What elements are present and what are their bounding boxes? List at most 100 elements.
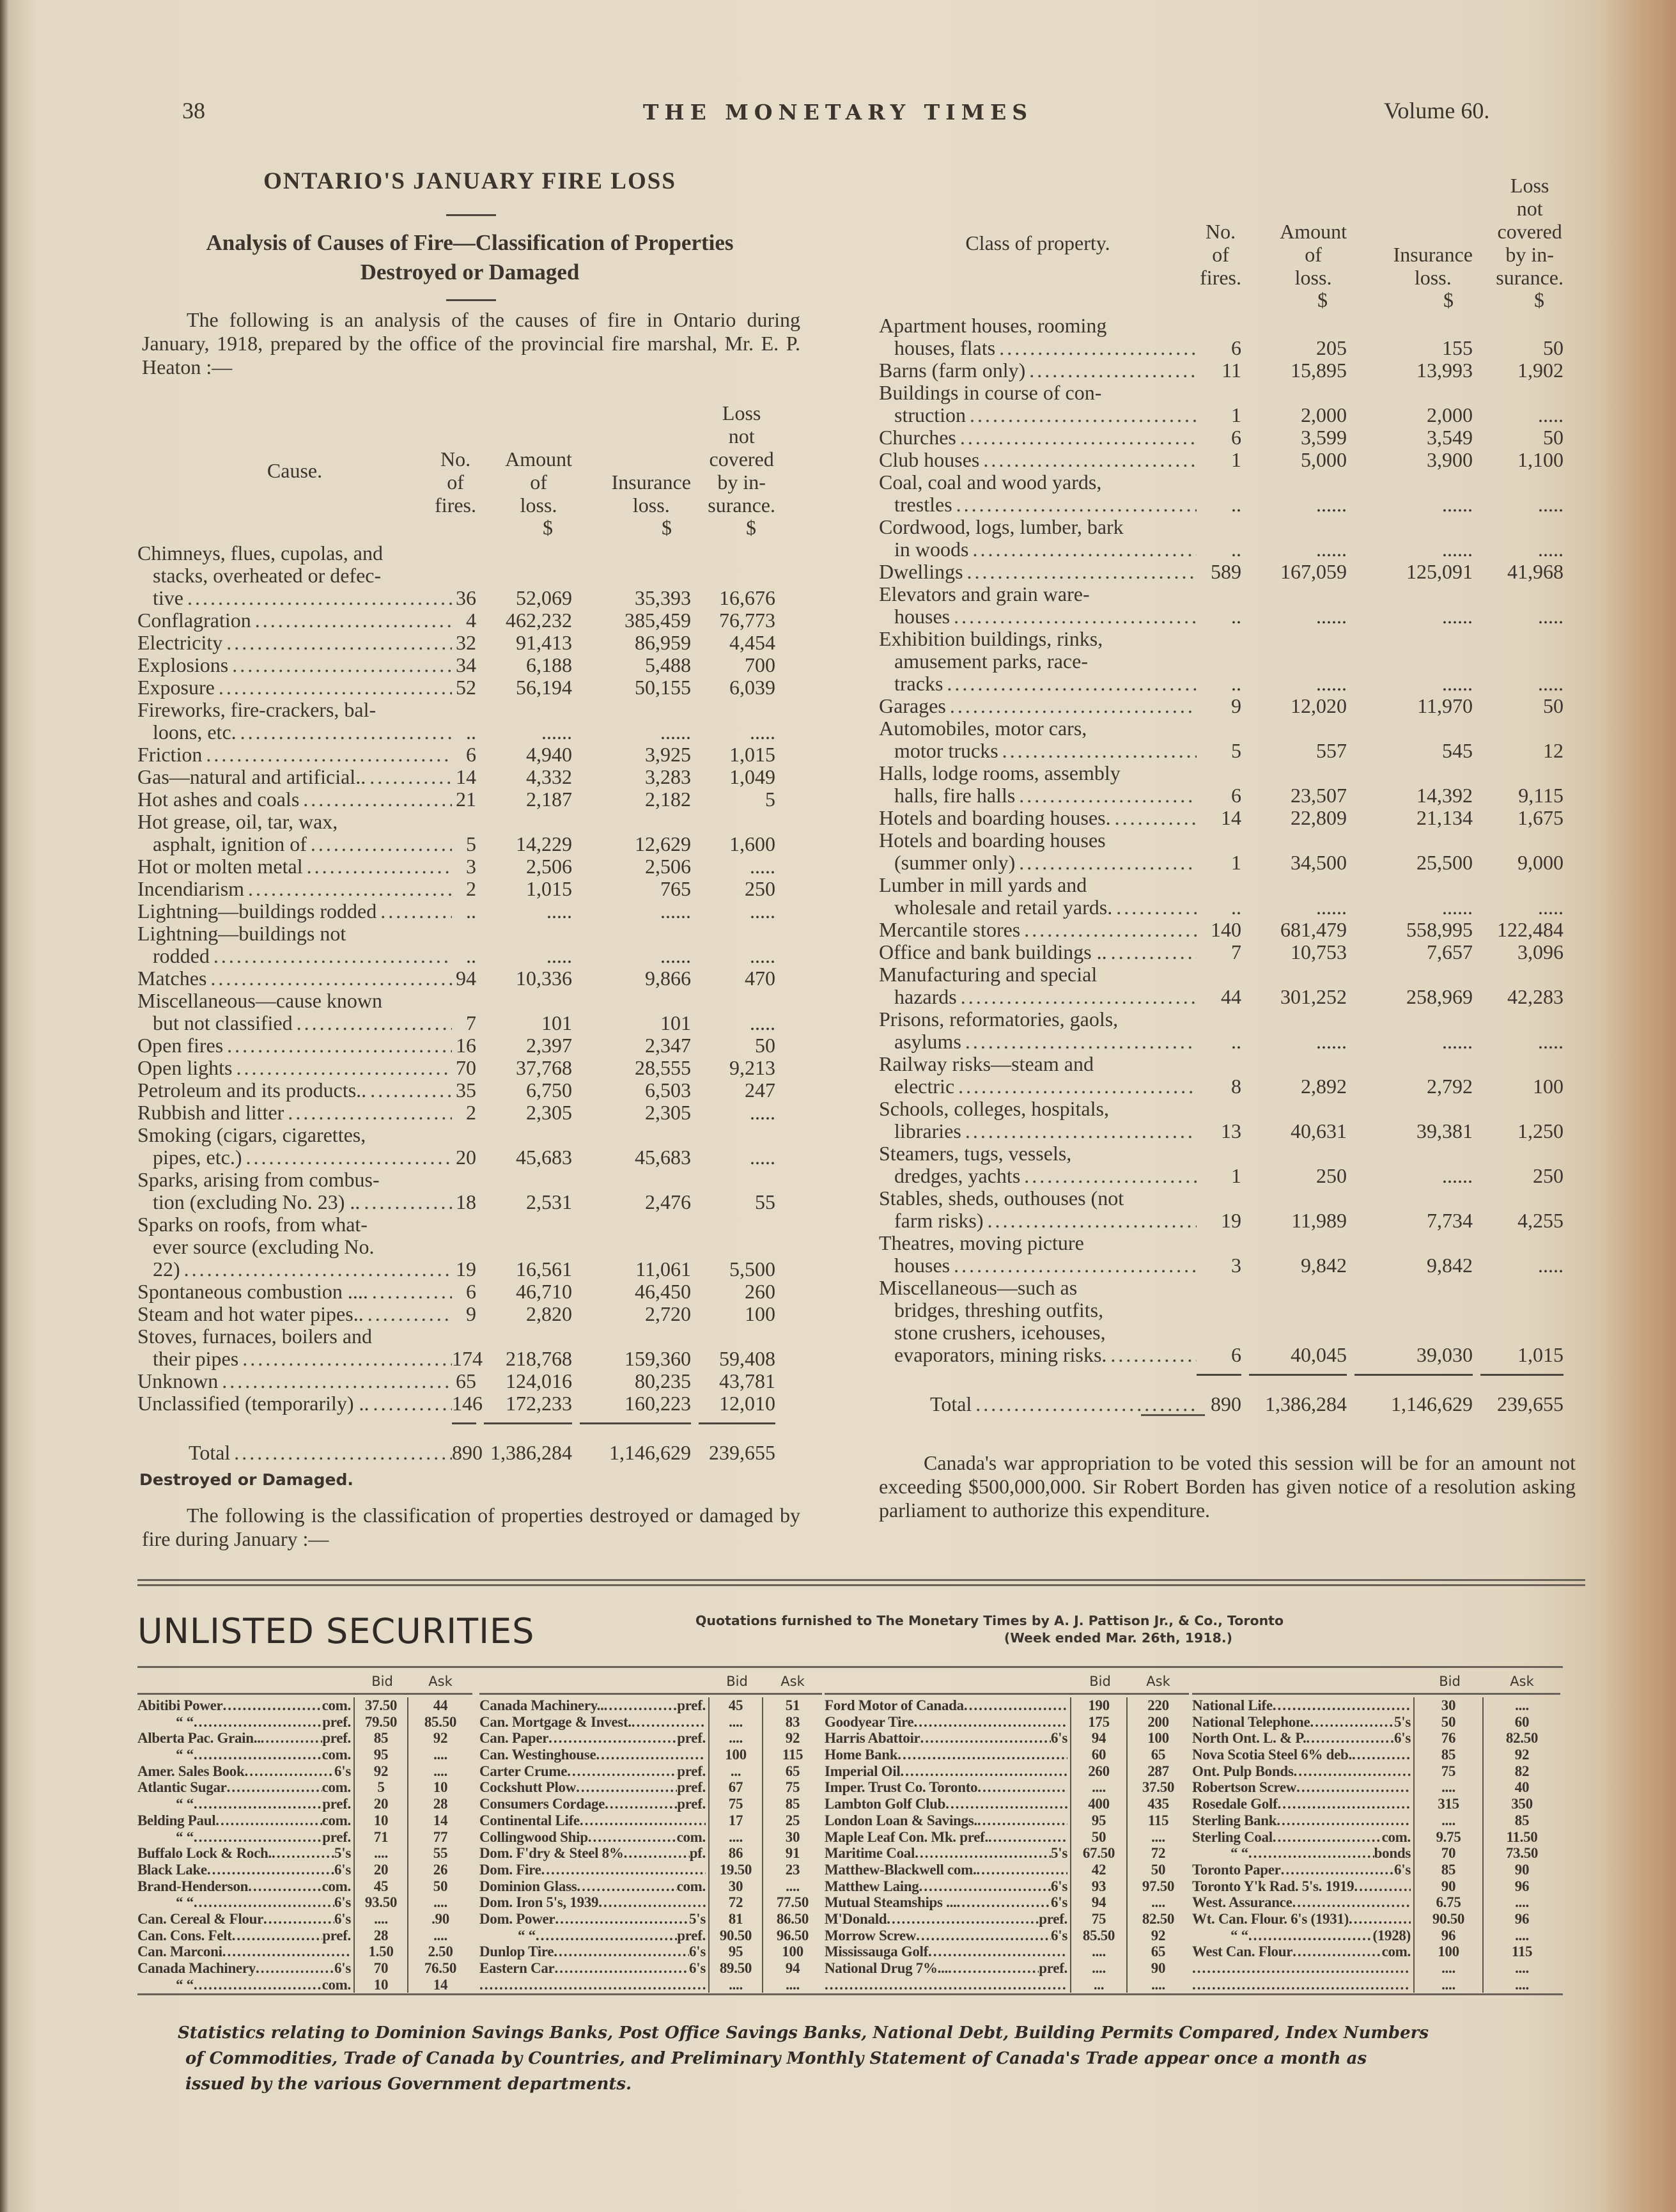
security-name: Can. Paper pref. [479,1730,708,1747]
dot-leader [598,1894,706,1911]
security-name-text: Dom. Power [479,1910,555,1927]
table-row: Lightning—buildings not rodded...........… [137,923,775,967]
security-name-text: Wt. Can. Flour. 6's (1931) [1192,1910,1349,1927]
total-fires: 890 [452,1441,483,1464]
row-line: Rubbish and litter 2 2,305 2,305..... [137,1102,775,1124]
security-ask: 200 [1126,1713,1189,1731]
security-name: “ “ pref. [137,1829,353,1846]
header-line: of [1305,243,1322,266]
table-header: Class of property. No. of fires. Amount of los… [879,174,1563,289]
row-line: Sparks, arising from combus- [137,1169,775,1191]
cell-amount: 45,683 [516,1146,572,1169]
spacer [879,289,1241,315]
security-bid: 17 [708,1812,762,1829]
dot-leader [227,1779,322,1796]
row-label-text: Conflagration [137,609,251,632]
security-type: pref. [1039,1960,1067,1976]
security-type: pref. [322,1713,351,1730]
row-label: Lightning—buildings rodded [137,900,452,923]
security-name-text: “ “ [176,1976,194,1993]
security-type: com. [1381,1943,1411,1960]
cell-fires: .. [1231,605,1241,628]
dot-leader [632,1714,706,1731]
security-ask: 75 [762,1779,822,1796]
security-name-text: Ont. Pulp Bonds [1192,1763,1294,1779]
security-name [1192,1960,1413,1977]
security-name-text: Can. Cereal & Flour [137,1910,264,1927]
security-bid: 28 [353,1927,407,1944]
cell-fires: 5 [1231,739,1241,762]
footer-line: of Commodities, Trade of Canada by Count… [185,2049,1367,2068]
security-bid: 76 [1413,1730,1482,1747]
bid-header: Bid [1089,1674,1111,1689]
security-ask: .... [407,1763,472,1780]
ask-header: Ask [780,1674,805,1689]
row-line: Sparks on roofs, from what- [137,1213,775,1236]
cell-not-covered: 50 [755,1034,775,1057]
cell-insurance: 2,000 [1427,403,1473,426]
security-name-text: Nova Scotia Steel 6% deb. [1192,1747,1352,1763]
security-type: 6's [1051,1927,1067,1943]
total-label: Total [137,1442,452,1464]
row-line: Open fires 16 2,397 2,347 50 [137,1034,775,1057]
security-bid: 95 [353,1747,407,1763]
table-row: Chimneys, flues, cupolas, and stacks, ove… [137,542,775,609]
row-label-text: struction [894,404,966,426]
dot-leader [366,1079,452,1102]
row-label: Hot grease, oil, tar, wax, [137,811,452,833]
header-line: by in- [717,471,766,494]
dot-leader [961,1031,1197,1053]
row-line: farm risks) 19 11,989 7,734 4,255 [879,1210,1563,1232]
security-bid: .... [1070,1960,1126,1977]
row-line: Elevators and grain ware- [879,583,1563,605]
row-label: Unknown [137,1370,452,1392]
cell-fires: 4 [466,609,476,632]
dot-leader [945,1796,1067,1812]
security-ask: 65 [762,1763,822,1780]
security-name-text: Dom. Fire [479,1861,541,1878]
security-bid: 400 [1070,1796,1126,1812]
sum-rule [699,1422,775,1424]
rule-cell [572,1415,691,1434]
table-row: Stables, sheds, outhouses (not farm risks… [879,1187,1563,1232]
row-label-text: Hot grease, oil, tar, wax, [137,811,338,833]
security-name: Sterling Bank [1192,1812,1413,1829]
cell-not-covered: 122,484 [1497,918,1563,941]
security-name-text: Dominion Glass [479,1878,577,1894]
bid-header: Bid [726,1674,748,1689]
security-name: Can. Cereal & Flour 6's [137,1911,353,1928]
row-label-text: asylums [894,1031,961,1053]
security-name-text: Rosedale Golf [1192,1796,1278,1812]
security-name: Wt. Can. Flour. 6's (1931) [1192,1911,1413,1928]
dot-leader [604,1697,678,1714]
row-label: Manufacturing and special [879,963,1197,986]
row-label-text: Unclassified (temporarily) .. [137,1392,369,1415]
dot-leader [1306,1730,1394,1747]
header-line: No. [440,448,471,471]
dot-leader [988,1829,1067,1846]
dot-leader [964,1697,1067,1714]
security-row: Can. Marconi 1.502.50 [137,1943,472,1960]
security-ask: .... [407,1894,472,1911]
table-row: Exposure 52 56,194 50,155 6,039 [137,676,775,699]
row-label-text: Cordwood, logs, lumber, bark [879,516,1124,538]
dot-leader [180,1258,452,1281]
dot-leader [368,1281,452,1303]
cell-amount: 23,507 [1291,784,1347,807]
row-label-text: Petroleum and its products.. [137,1079,367,1102]
security-name [479,1977,708,1993]
dot-leader [1248,1845,1374,1862]
security-type: com. [322,1812,352,1828]
cell-insurance: 50,155 [635,676,691,699]
row-label: ever source (excluding No. [137,1236,452,1258]
header-label-text: Cause. [267,459,323,482]
sum-rule [484,1422,572,1424]
cell-insurance: 125,091 [1406,560,1473,583]
